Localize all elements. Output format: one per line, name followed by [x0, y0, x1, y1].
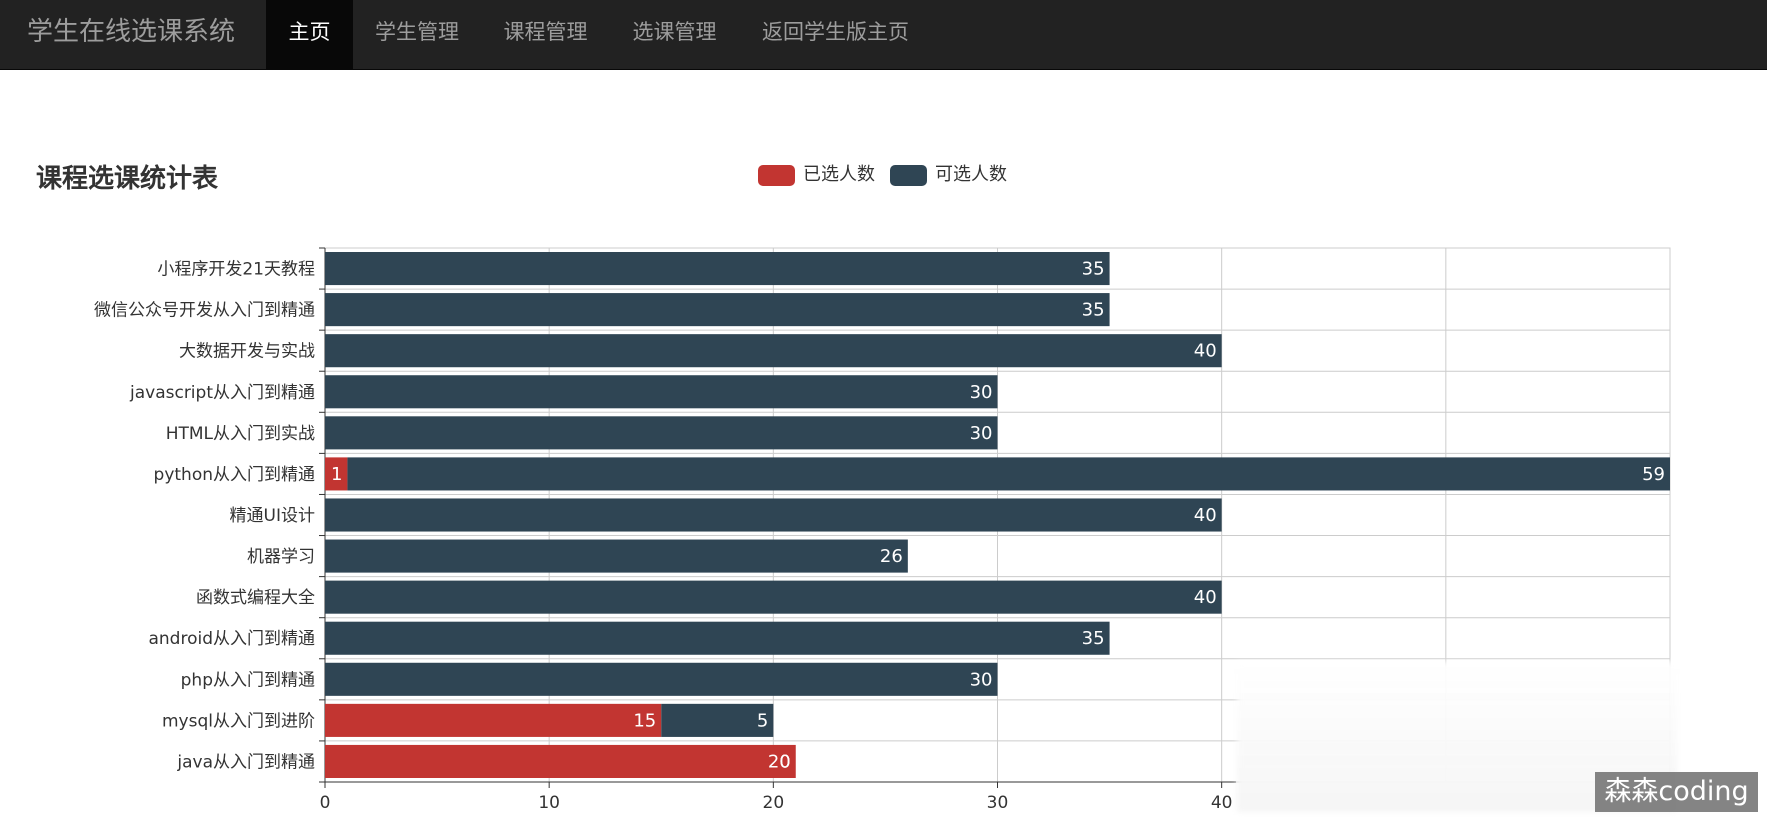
bar-available — [325, 662, 998, 696]
bar-value-label: 35 — [1082, 259, 1105, 280]
brand-title[interactable]: 学生在线选课系统 — [27, 17, 236, 47]
bar-value-label: 26 — [880, 546, 903, 567]
bar-available — [325, 375, 998, 409]
bar-available — [325, 498, 1222, 532]
bar-available — [325, 334, 1222, 368]
bar-available — [325, 416, 998, 450]
nav-item-selection-management[interactable]: 选课管理 — [632, 20, 717, 44]
legend-label-available: 可选人数 — [935, 164, 1007, 185]
y-axis-category-label: mysql从入门到进阶 — [162, 711, 315, 731]
x-axis-tick-label: 20 — [763, 793, 785, 813]
y-axis-category-label: 微信公众号开发从入门到精通 — [94, 301, 315, 321]
bar-selected — [325, 744, 796, 778]
y-axis-category-label: python从入门到精通 — [154, 465, 315, 485]
bar-value-label: 40 — [1194, 587, 1217, 608]
bar-value-label: 5 — [757, 710, 768, 731]
bar-value-label: 30 — [970, 382, 993, 403]
bar-available — [325, 580, 1222, 614]
bar-value-label: 15 — [633, 710, 656, 731]
legend-swatch-selected — [758, 165, 795, 186]
y-axis-category-label: 机器学习 — [247, 547, 315, 567]
bar-value-label: 0 — [779, 751, 790, 772]
bar-available — [325, 293, 1110, 327]
x-axis-tick-label: 0 — [320, 793, 331, 813]
y-axis-category-label: java从入门到精通 — [176, 752, 315, 772]
bar-available — [325, 252, 1110, 286]
nav-item-back-to-student-home[interactable]: 返回学生版主页 — [762, 20, 909, 44]
bar-selected — [325, 703, 662, 737]
legend-swatch-available — [890, 165, 927, 186]
bar-available — [347, 457, 1671, 491]
y-axis-category-label: HTML从入门到实战 — [166, 424, 315, 444]
bar-value-label: 1 — [331, 464, 342, 485]
nav-item-course-management[interactable]: 课程管理 — [503, 20, 588, 44]
y-axis-category-label: android从入门到精通 — [148, 629, 315, 649]
bar-value-label: 40 — [1194, 341, 1217, 362]
nav-item-home[interactable]: 主页 — [266, 0, 353, 70]
bar-available — [325, 539, 908, 573]
y-axis-category-label: 函数式编程大全 — [196, 588, 315, 608]
chart-legend: 已选人数 可选人数 — [758, 162, 1018, 188]
bar-value-label: 30 — [970, 423, 993, 444]
x-axis-tick-label: 40 — [1211, 793, 1233, 813]
y-axis-category-label: 精通UI设计 — [230, 506, 315, 526]
bar-value-label: 20 — [768, 751, 791, 772]
y-axis-category-label: javascript从入门到精通 — [129, 383, 315, 403]
bar-available — [325, 621, 1110, 655]
y-axis-category-label: 大数据开发与实战 — [179, 342, 315, 362]
watermark: 森森coding — [1595, 772, 1758, 812]
y-axis-category-label: php从入门到精通 — [181, 670, 315, 690]
bar-value-label: 40 — [1194, 505, 1217, 526]
bar-value-label: 30 — [970, 669, 993, 690]
x-axis-tick-label: 30 — [987, 793, 1009, 813]
bar-value-label: 59 — [1642, 464, 1665, 485]
bar-selected — [325, 457, 348, 491]
top-navbar: 学生在线选课系统 主页 学生管理 课程管理 选课管理 返回学生版主页 — [0, 0, 1767, 70]
bar-available — [661, 703, 774, 737]
x-axis-tick-label: 10 — [538, 793, 560, 813]
legend-label-selected: 已选人数 — [803, 164, 875, 185]
bar-value-label: 35 — [1082, 628, 1105, 649]
nav-item-student-management[interactable]: 学生管理 — [375, 20, 459, 44]
y-axis-category-label: 小程序开发21天教程 — [157, 260, 315, 280]
bar-value-label: 35 — [1082, 300, 1105, 321]
chart-title: 课程选课统计表 — [36, 164, 219, 194]
